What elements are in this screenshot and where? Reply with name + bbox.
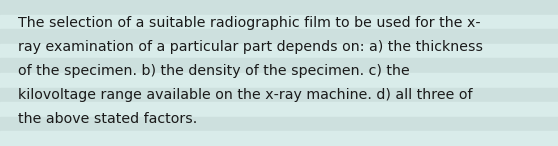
Text: ray examination of a particular part depends on: a) the thickness: ray examination of a particular part dep… [18,40,483,54]
Text: the above stated factors.: the above stated factors. [18,112,197,126]
Bar [0,88,558,102]
Bar [0,15,558,29]
Bar [0,131,558,146]
Bar [0,0,558,15]
Bar [0,44,558,58]
Bar [0,102,558,117]
Bar [0,117,558,131]
Text: of the specimen. b) the density of the specimen. c) the: of the specimen. b) the density of the s… [18,64,410,78]
Bar [0,58,558,73]
Bar [0,73,558,88]
Bar [0,29,558,44]
Text: The selection of a suitable radiographic film to be used for the x-: The selection of a suitable radiographic… [18,16,480,30]
Text: kilovoltage range available on the x-ray machine. d) all three of: kilovoltage range available on the x-ray… [18,88,473,102]
